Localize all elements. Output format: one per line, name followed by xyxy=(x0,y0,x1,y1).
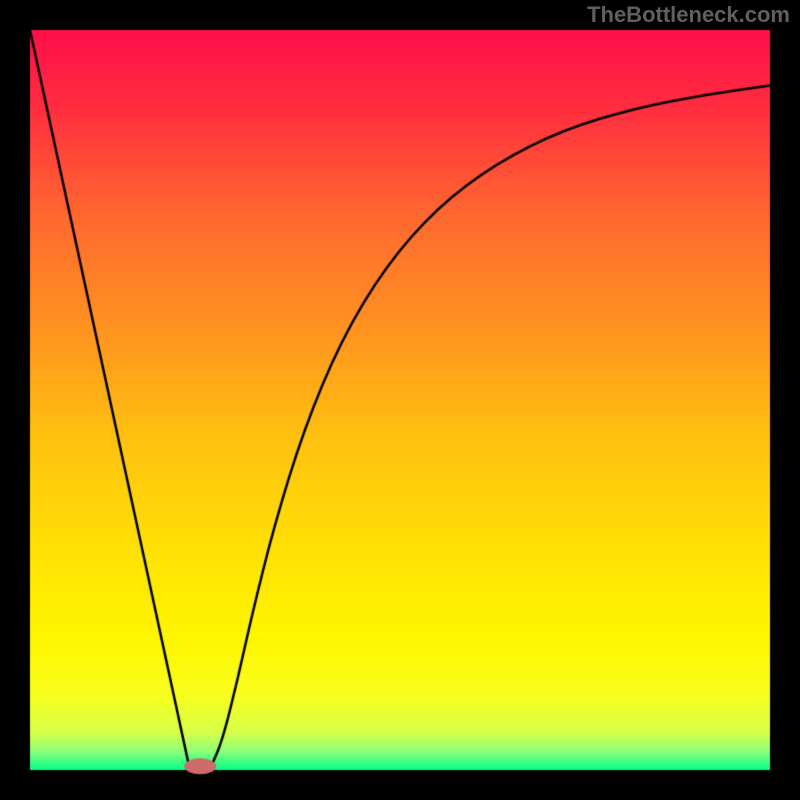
chart-container: TheBottleneck.com xyxy=(0,0,800,800)
bottleneck-curve-chart xyxy=(0,0,800,800)
watermark-text: TheBottleneck.com xyxy=(587,2,790,28)
